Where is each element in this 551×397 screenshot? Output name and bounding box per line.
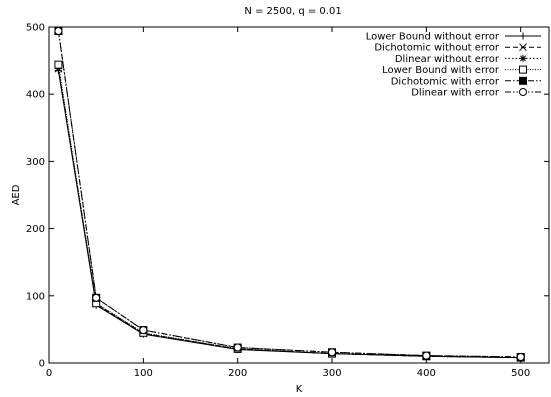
legend-entry: Dlinear without error xyxy=(395,54,541,65)
series-5 xyxy=(54,27,525,361)
legend-label: Dlinear without error xyxy=(395,54,500,65)
legend-marker xyxy=(519,65,527,74)
x-tick-label: 100 xyxy=(134,368,153,379)
y-tick-label: 300 xyxy=(26,157,45,168)
legend-label: Dlinear with error xyxy=(411,88,500,99)
x-axis-label: K xyxy=(296,384,303,395)
legend-marker xyxy=(519,54,527,62)
legend-marker xyxy=(519,32,527,40)
x-tick-label: 400 xyxy=(417,368,436,379)
y-tick-label: 500 xyxy=(26,23,45,34)
x-tick-label: 500 xyxy=(511,368,530,379)
legend-entry: Lower Bound with error xyxy=(382,65,541,76)
data-point xyxy=(54,27,63,36)
series-layer xyxy=(54,27,525,362)
series-line xyxy=(57,64,521,359)
x-tick-label: 200 xyxy=(228,368,247,379)
legend-label: Dichotomic with error xyxy=(391,76,500,87)
series-1 xyxy=(54,64,525,362)
series-line xyxy=(57,68,521,359)
chart-title: N = 2500, q = 0.01 xyxy=(244,6,341,17)
y-tick-label: 400 xyxy=(26,90,45,101)
legend-entry: Lower Bound without error xyxy=(366,32,541,43)
series-3 xyxy=(54,60,525,362)
series-0 xyxy=(54,67,525,362)
legend-entry: Dichotomic with error xyxy=(391,76,541,87)
legend-marker xyxy=(519,88,527,96)
data-point xyxy=(328,348,337,357)
y-tick-label: 0 xyxy=(39,359,45,370)
legend-label: Lower Bound without error xyxy=(366,32,500,43)
series-line xyxy=(57,68,521,359)
series-line xyxy=(57,70,521,359)
data-point xyxy=(54,65,62,73)
y-tick-label: 200 xyxy=(26,224,45,235)
data-point xyxy=(233,343,242,352)
y-axis-label: AED xyxy=(11,184,22,205)
y-tick-label: 100 xyxy=(26,291,45,302)
data-point xyxy=(54,60,63,69)
legend-label: Lower Bound with error xyxy=(382,65,500,76)
legend-entry: Dichotomic without error xyxy=(374,43,541,54)
data-point xyxy=(139,326,148,335)
legend-marker xyxy=(519,43,527,52)
x-tick-label: 300 xyxy=(322,368,341,379)
data-point xyxy=(92,293,101,302)
y-axis: 0 100 200 300 400 500 xyxy=(26,23,549,370)
x-tick-label: 0 xyxy=(46,368,52,379)
series-2 xyxy=(54,65,525,362)
plot-frame xyxy=(48,26,550,364)
legend-marker xyxy=(519,76,527,85)
legend-label: Dichotomic without error xyxy=(374,43,500,54)
legend-entry: Dlinear with error xyxy=(411,88,541,99)
data-point xyxy=(422,351,431,360)
data-point xyxy=(516,352,525,361)
